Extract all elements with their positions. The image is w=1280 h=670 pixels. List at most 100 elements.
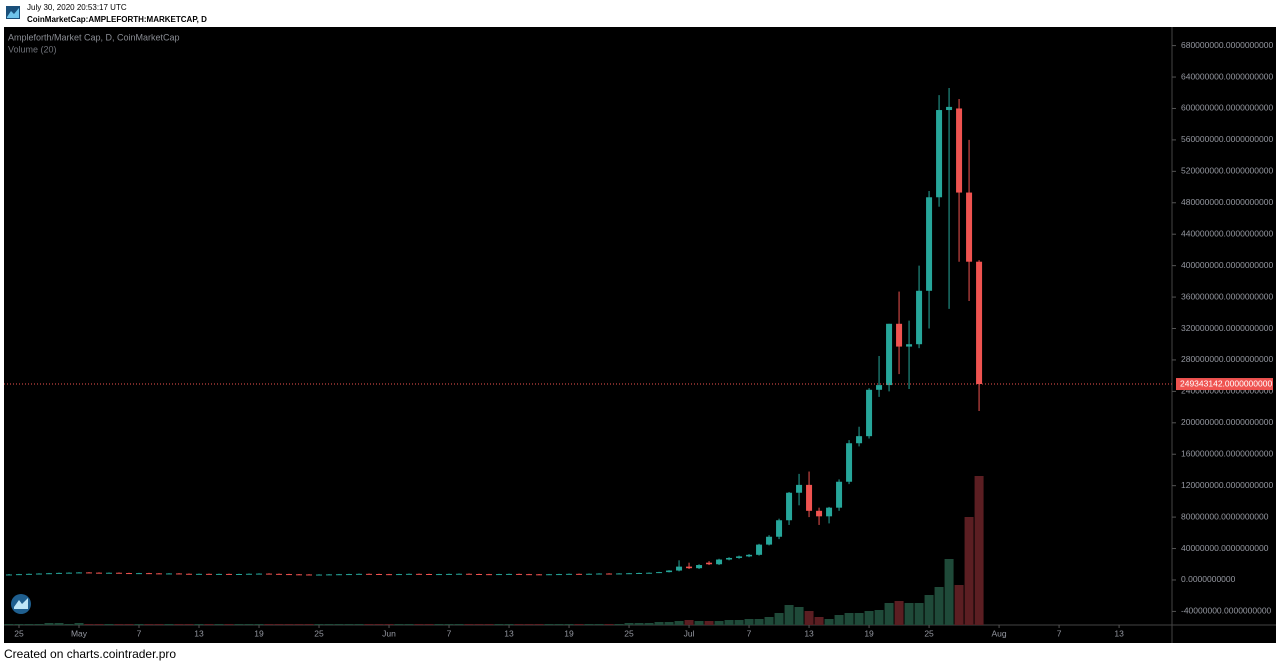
candle-body xyxy=(816,510,823,517)
candle-body xyxy=(326,574,333,576)
candle-body xyxy=(66,572,73,574)
volume-bar xyxy=(884,603,894,625)
volume-bar xyxy=(264,624,274,625)
volume-bar xyxy=(124,624,134,625)
x-tick-label: 25 xyxy=(624,628,634,638)
y-tick-label: 400000000.0000000000 xyxy=(1181,260,1273,270)
x-tick-label: 19 xyxy=(864,628,874,638)
volume-bar xyxy=(574,624,584,625)
volume-bar xyxy=(164,624,174,625)
volume-bar xyxy=(184,624,194,625)
volume-bar xyxy=(694,621,704,625)
volume-bar xyxy=(584,624,594,625)
candle-body xyxy=(36,573,43,575)
volume-bar xyxy=(394,624,404,625)
volume-bar xyxy=(714,621,724,625)
volume-bar xyxy=(534,624,544,625)
x-tick-label: 19 xyxy=(254,628,264,638)
y-tick-label: 600000000.0000000000 xyxy=(1181,103,1273,113)
candle-body xyxy=(946,106,953,111)
candle-body xyxy=(926,197,933,291)
volume-bar xyxy=(774,613,784,625)
volume-bar xyxy=(474,624,484,625)
volume-bar xyxy=(814,617,824,625)
x-tick-label: 13 xyxy=(1114,628,1124,638)
y-tick-label: 40000000.0000000000 xyxy=(1181,543,1269,553)
volume-bar xyxy=(224,624,234,625)
candle-body xyxy=(906,344,913,347)
watermark-logo xyxy=(11,594,31,614)
candle-body xyxy=(106,572,113,574)
y-tick-label: 560000000.0000000000 xyxy=(1181,134,1273,144)
volume-bar xyxy=(444,624,454,625)
candle-body xyxy=(136,573,143,575)
volume-bar xyxy=(324,624,334,625)
candle-body xyxy=(956,108,963,193)
x-tick-label: Jun xyxy=(382,628,396,638)
candle-body xyxy=(836,481,843,508)
candle-body xyxy=(176,573,183,575)
y-tick-label: 640000000.0000000000 xyxy=(1181,71,1273,81)
candle-body xyxy=(686,566,693,569)
x-tick-label: Aug xyxy=(992,628,1007,638)
candle-body xyxy=(486,574,493,576)
volume-bar xyxy=(214,624,224,625)
candle-body xyxy=(766,536,773,545)
candle-body xyxy=(376,573,383,575)
volume-bar xyxy=(244,624,254,625)
candle-body xyxy=(646,572,653,574)
volume-bar xyxy=(484,624,494,625)
site-logo xyxy=(6,6,20,19)
candle-body xyxy=(536,574,543,576)
x-tick-label: 25 xyxy=(314,628,324,638)
candle-body xyxy=(86,572,93,574)
volume-bar xyxy=(894,601,904,625)
candle-body xyxy=(56,572,63,574)
candle-body xyxy=(976,261,983,385)
volume-bar xyxy=(104,624,114,625)
candle-body xyxy=(416,573,423,575)
volume-bar xyxy=(934,587,944,625)
volume-bar xyxy=(544,624,554,625)
candle-body xyxy=(456,573,463,575)
candle-body xyxy=(856,436,863,444)
candle-body xyxy=(126,573,133,575)
candle-body xyxy=(676,566,683,571)
candle-body xyxy=(346,574,353,576)
candle-body xyxy=(606,573,613,575)
candle-body xyxy=(876,385,883,390)
plot: -40000000.0000000000 0.0000000000 40000000… xyxy=(4,40,1273,638)
candle-body xyxy=(966,192,973,262)
volume-bar xyxy=(314,624,324,625)
candle-body xyxy=(626,573,633,575)
candle-body xyxy=(526,574,533,576)
volume-bar xyxy=(154,624,164,625)
candle-body xyxy=(796,484,803,493)
x-tick-label: 13 xyxy=(504,628,514,638)
candle-body xyxy=(426,573,433,575)
volume-bar xyxy=(194,624,204,625)
volume-bar xyxy=(384,624,394,625)
candle-body xyxy=(166,573,173,575)
candle-body xyxy=(716,559,723,565)
volume-bar xyxy=(274,624,284,625)
candle-body xyxy=(16,574,23,576)
candle-body xyxy=(916,290,923,345)
y-tick-label: 160000000.0000000000 xyxy=(1181,448,1273,458)
volume-bar xyxy=(94,624,104,625)
volume-bar xyxy=(114,624,124,625)
volume-bar xyxy=(664,622,674,625)
chart-title: Ampleforth/Market Cap, D, CoinMarketCap xyxy=(8,32,180,42)
candle-body xyxy=(6,574,13,576)
volume-bar xyxy=(604,624,614,625)
candle-body xyxy=(356,573,363,575)
candle-body xyxy=(886,323,893,386)
volume-bar xyxy=(174,624,184,625)
candle-body xyxy=(556,574,563,576)
y-tick-label: 0.0000000000 xyxy=(1181,574,1236,584)
candle-body xyxy=(866,389,873,437)
volume-bar xyxy=(594,624,604,625)
volume-bar xyxy=(804,611,814,625)
